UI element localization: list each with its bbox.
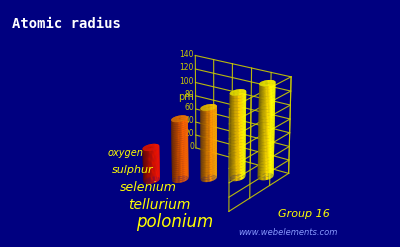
Text: polonium: polonium (136, 213, 213, 231)
Text: sulphur: sulphur (112, 165, 154, 175)
Text: Group 16: Group 16 (278, 209, 330, 219)
Text: www.webelements.com: www.webelements.com (238, 228, 338, 237)
Text: selenium: selenium (120, 181, 177, 194)
Text: tellurium: tellurium (128, 198, 190, 212)
Text: Atomic radius: Atomic radius (12, 17, 121, 31)
Text: oxygen: oxygen (108, 148, 144, 158)
